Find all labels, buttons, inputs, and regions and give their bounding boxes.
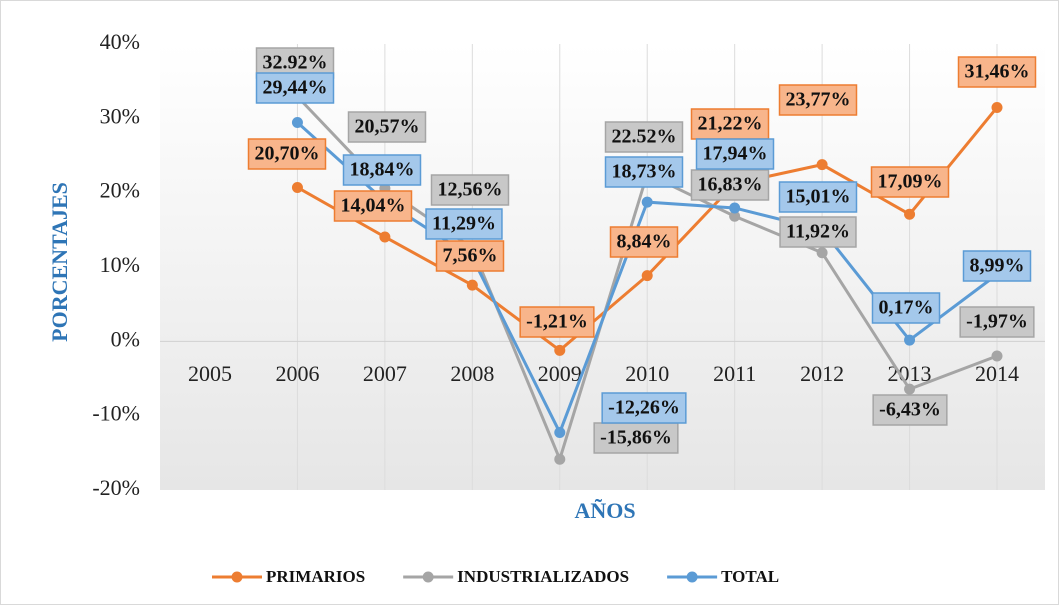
data-label-box	[601, 392, 687, 424]
data-label-box	[425, 208, 503, 240]
legend-label: INDUSTRIALIZADOS	[457, 567, 629, 586]
data-label-box	[519, 306, 595, 338]
data-label: -6,43%	[879, 399, 941, 421]
x-tick-label: 2012	[800, 361, 844, 386]
data-label-box	[333, 190, 413, 222]
legend-label: PRIMARIOS	[266, 567, 365, 586]
data-label: 17,94%	[703, 143, 768, 165]
x-axis-title: AÑOS	[574, 498, 635, 523]
data-label: 20,57%	[355, 116, 420, 138]
x-tick-label: 2009	[538, 361, 582, 386]
data-label: 18,84%	[350, 159, 415, 181]
legend-label: TOTAL	[721, 567, 779, 586]
y-tick-label: 0%	[111, 326, 140, 351]
data-label-box	[609, 226, 679, 258]
data-label-box	[778, 181, 858, 213]
data-label: 22.52%	[612, 126, 677, 148]
data-label: 11,29%	[432, 213, 496, 235]
data-label-box	[778, 84, 858, 116]
marker	[641, 270, 653, 282]
y-axis-title: PORCENTAJES	[47, 182, 72, 342]
data-label: 14,04%	[341, 195, 406, 217]
data-label: 32.92%	[263, 52, 328, 74]
data-label-box	[695, 138, 775, 170]
data-label-box	[870, 166, 950, 198]
data-label: 8,84%	[617, 231, 672, 253]
x-tick-label: 2007	[363, 361, 407, 386]
marker	[291, 181, 303, 193]
data-label-box	[962, 250, 1032, 282]
data-label: 0,17%	[879, 297, 934, 319]
marker	[904, 208, 916, 220]
marker	[991, 101, 1003, 113]
data-label: 23,77%	[786, 89, 851, 111]
data-label: 8,99%	[970, 255, 1025, 277]
data-label-box	[690, 169, 770, 201]
data-label-box	[247, 138, 327, 170]
data-label: -1,21%	[526, 311, 588, 333]
data-label: 16,83%	[698, 174, 763, 196]
marker	[554, 426, 566, 438]
data-label-box	[342, 154, 422, 186]
data-label-box	[593, 422, 679, 454]
marker	[816, 247, 828, 259]
y-tick-label: 20%	[100, 178, 140, 203]
legend-marker	[231, 571, 243, 583]
legend-marker	[422, 571, 434, 583]
x-tick-label: 2010	[625, 361, 669, 386]
y-tick-label: 30%	[100, 103, 140, 128]
x-tick-label: 2006	[275, 361, 319, 386]
data-label: -15,86%	[600, 427, 672, 449]
marker	[291, 116, 303, 128]
data-label-box	[957, 56, 1037, 88]
data-label: -1,97%	[966, 311, 1028, 333]
marker	[729, 210, 741, 222]
x-tick-label: 2014	[975, 361, 1019, 386]
marker	[904, 334, 916, 346]
data-label: 31,46%	[965, 61, 1030, 83]
data-label: 20,70%	[255, 143, 320, 165]
x-tick-label: 2008	[450, 361, 494, 386]
marker	[554, 453, 566, 465]
marker	[641, 196, 653, 208]
data-label-box	[872, 394, 948, 426]
marker	[554, 344, 566, 356]
marker	[466, 279, 478, 291]
data-label-box	[255, 72, 335, 104]
marker	[904, 383, 916, 395]
marker	[379, 231, 391, 243]
marker	[816, 159, 828, 171]
data-label: 15,01%	[786, 186, 851, 208]
data-label-box	[959, 306, 1035, 338]
data-label-box	[347, 111, 427, 143]
data-label: 7,56%	[443, 245, 498, 267]
data-label-box	[604, 121, 684, 153]
data-label: 12,56%	[438, 179, 503, 201]
marker	[991, 350, 1003, 362]
data-label: -12,26%	[608, 397, 680, 419]
y-tick-label: -20%	[92, 475, 140, 500]
y-tick-label: -10%	[92, 401, 140, 426]
data-label-box	[779, 216, 857, 248]
data-label: 17,09%	[878, 171, 943, 193]
data-label: 11,92%	[786, 221, 850, 243]
marker	[729, 202, 741, 214]
y-tick-label: 10%	[100, 252, 140, 277]
data-label: 18,73%	[612, 161, 677, 183]
data-label-box	[435, 240, 505, 272]
data-label-box	[604, 156, 684, 188]
x-tick-label: 2011	[713, 361, 756, 386]
data-label-box	[871, 292, 941, 324]
y-tick-label: 40%	[100, 29, 140, 54]
data-label: 29,44%	[263, 77, 328, 99]
data-label-box	[690, 108, 770, 140]
data-label-box	[430, 174, 510, 206]
legend-marker	[686, 571, 698, 583]
data-label: 21,22%	[698, 113, 763, 135]
x-tick-label: 2005	[188, 361, 232, 386]
